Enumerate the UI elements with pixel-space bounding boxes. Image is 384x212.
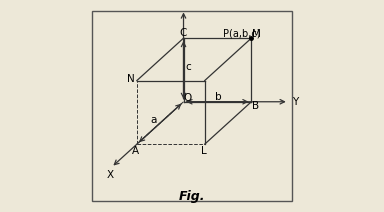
Text: N: N	[127, 74, 135, 84]
Text: Y: Y	[292, 97, 298, 107]
Text: B: B	[252, 101, 259, 111]
Text: M: M	[252, 29, 260, 39]
Text: C: C	[180, 28, 187, 38]
Text: O: O	[183, 93, 192, 103]
Text: L: L	[201, 145, 207, 156]
Text: Fig.: Fig.	[179, 190, 205, 203]
Text: A: A	[132, 145, 139, 156]
Text: P(a,b,c): P(a,b,c)	[223, 28, 261, 39]
Text: X: X	[107, 170, 114, 180]
Text: c: c	[185, 62, 190, 72]
Text: a: a	[151, 115, 157, 125]
Text: b: b	[215, 92, 222, 102]
